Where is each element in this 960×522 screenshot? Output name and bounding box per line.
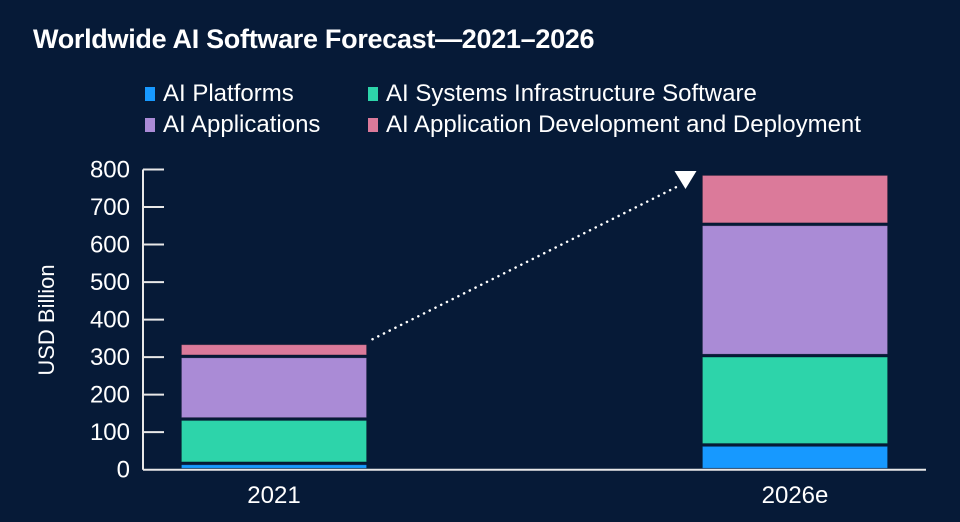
bar-segment-ai-application-development-and-deployment-2021 bbox=[181, 344, 367, 356]
y-tick-label: 600 bbox=[90, 232, 130, 259]
legend-item-ai-applications: AI Applications bbox=[145, 111, 320, 139]
y-tick-label: 500 bbox=[90, 269, 130, 296]
legend-swatch bbox=[145, 118, 155, 132]
y-axis-label: USD Billion bbox=[34, 264, 59, 375]
y-tick-label: 200 bbox=[90, 382, 130, 409]
legend-swatch bbox=[368, 87, 378, 101]
legend-item-ai-platforms: AI Platforms bbox=[145, 80, 294, 108]
bar-segment-ai-systems-infrastructure-software-2026e bbox=[702, 356, 888, 444]
bar-segment-ai-applications-2026e bbox=[702, 225, 888, 355]
y-tick-label: 700 bbox=[90, 194, 130, 221]
bar-segment-ai-platforms-2026e bbox=[702, 445, 888, 469]
legend-label: AI Platforms bbox=[163, 80, 294, 107]
legend-item-ai-systems-infrastructure: AI Systems Infrastructure Software bbox=[368, 80, 757, 108]
legend-label: AI Application Development and Deploymen… bbox=[386, 111, 861, 138]
bars bbox=[181, 175, 888, 469]
legend-label: AI Applications bbox=[163, 111, 321, 138]
y-tick-label: 300 bbox=[90, 344, 130, 371]
legend-swatch bbox=[368, 118, 378, 132]
y-tick-label: 100 bbox=[90, 419, 130, 446]
y-tick-label: 400 bbox=[90, 307, 130, 334]
chart-title: Worldwide AI Software Forecast—2021–2026 bbox=[33, 24, 595, 54]
growth-arrow-line bbox=[371, 184, 680, 341]
y-tick-label: 800 bbox=[90, 157, 130, 184]
x-tick-label: 2026e bbox=[762, 482, 829, 509]
axes: 0 100 200 300 400 500 600 700 800 2021 2026e bbox=[90, 157, 926, 509]
x-tick-label: 2021 bbox=[247, 482, 300, 509]
bar-segment-ai-applications-2021 bbox=[181, 357, 367, 419]
legend-label: AI Systems Infrastructure Software bbox=[386, 80, 757, 107]
annotations bbox=[371, 171, 697, 341]
y-tick-label: 0 bbox=[117, 457, 130, 484]
legend-item-ai-app-dev-deployment: AI Application Development and Deploymen… bbox=[368, 111, 861, 139]
legend-swatch bbox=[145, 87, 155, 101]
growth-arrow-head-icon bbox=[674, 171, 697, 190]
bar-segment-ai-platforms-2021 bbox=[181, 464, 367, 469]
bar-segment-ai-application-development-and-deployment-2026e bbox=[702, 175, 888, 224]
bar-segment-ai-systems-infrastructure-software-2021 bbox=[181, 420, 367, 463]
